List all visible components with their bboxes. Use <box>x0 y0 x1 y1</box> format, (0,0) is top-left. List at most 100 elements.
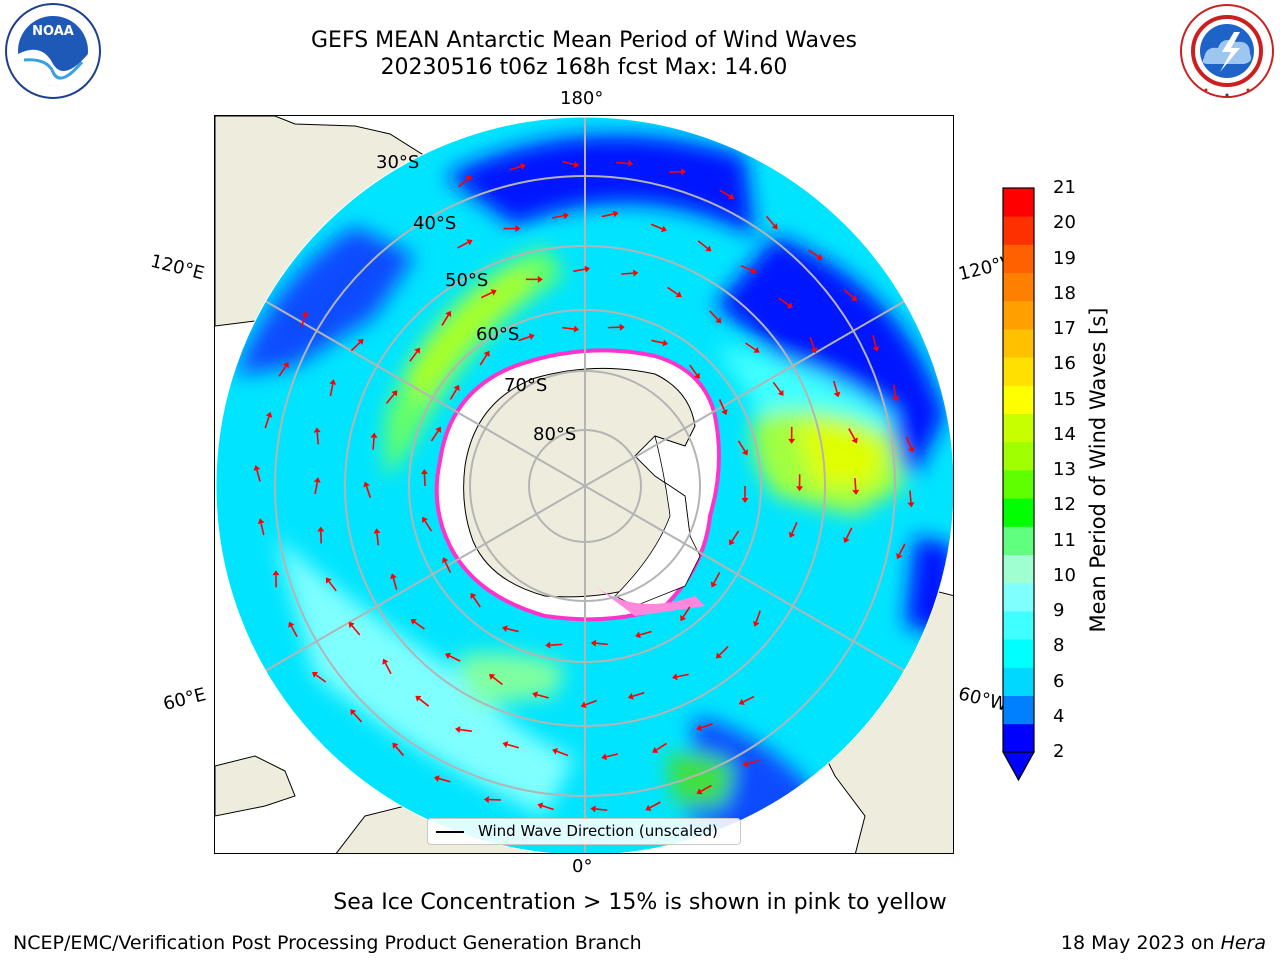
wind-arrow-shaft <box>449 655 461 662</box>
wind-arrow-shaft <box>479 354 488 366</box>
wind-arrow-head <box>627 692 634 700</box>
wind-arrow-shaft <box>562 160 575 166</box>
wind-arrow-head <box>348 621 355 628</box>
wind-arrow-head <box>466 239 473 246</box>
wind-arrow-head <box>257 518 265 525</box>
legend-label: Wind Wave Direction (unscaled) <box>478 822 718 840</box>
wind-arrow-head <box>816 253 823 260</box>
wind-arrow-head <box>771 223 778 230</box>
wind-arrow-head <box>612 210 619 218</box>
wind-arrow-shaft <box>385 393 395 404</box>
wind-arrow-head <box>681 168 687 176</box>
wind-arrow-shaft <box>562 326 575 330</box>
wind-arrow-shaft <box>718 399 726 411</box>
wind-arrow-head <box>537 802 544 810</box>
wind-arrow-head <box>391 390 398 397</box>
wind-arrow-head <box>313 427 321 433</box>
wind-arrow-head <box>590 639 597 647</box>
wind-arrow-head <box>728 539 735 546</box>
wind-arrow-shaft <box>328 580 337 592</box>
wind-arrow-shaft <box>872 335 877 348</box>
map-legend: Wind Wave Direction (unscaled) <box>427 818 741 845</box>
colorbar-tick: 20 <box>1053 212 1076 234</box>
wind-arrow-shaft <box>352 712 363 723</box>
wind-arrow-shaft <box>731 530 740 542</box>
wind-arrow-shaft <box>595 808 608 812</box>
colorbar-tick: 4 <box>1053 705 1065 727</box>
wind-arrow-head <box>445 310 452 317</box>
colorbar-tick: 2 <box>1053 741 1065 762</box>
wind-arrow-shaft <box>260 523 265 536</box>
chart-title: GEFS MEAN Antarctic Mean Period of Wind … <box>311 28 857 53</box>
colorbar-swatches <box>1001 188 1036 782</box>
wind-arrow-shaft <box>689 364 698 376</box>
colorbar-swatch <box>1003 582 1034 612</box>
wind-arrow-head <box>652 746 659 753</box>
wind-arrow-head <box>325 577 332 584</box>
colorbar-tick: 16 <box>1053 353 1076 375</box>
wind-arrow-shaft <box>898 543 906 556</box>
wind-arrow-head <box>317 526 325 532</box>
wind-arrow-shaft <box>372 437 375 450</box>
wind-arrow-head <box>470 592 477 599</box>
wind-arrow-head <box>312 672 319 678</box>
wind-arrow-shaft <box>667 286 679 295</box>
wind-arrow-shaft <box>459 728 472 732</box>
wind-arrow-head <box>532 691 538 699</box>
wind-arrow-shaft <box>551 214 565 219</box>
wind-arrow-head <box>563 212 569 220</box>
wind-arrow-shaft <box>639 630 652 636</box>
wave-period-field <box>216 117 953 853</box>
wind-arrow-head <box>851 295 858 301</box>
wind-arrow-head <box>741 449 748 456</box>
wind-arrow-shaft <box>423 473 426 487</box>
wind-arrow-head <box>410 619 417 625</box>
sea-ice-note: Sea Ice Concentration > 15% is shown in … <box>333 890 947 915</box>
wind-arrow-head <box>907 502 915 508</box>
wind-arrow-shaft <box>409 351 418 362</box>
lon-label-180: 180° <box>560 88 604 109</box>
wind-arrow-shaft <box>595 642 608 646</box>
lat-label-60s: 60°S <box>476 324 520 345</box>
wind-arrow-head <box>288 621 295 628</box>
wind-arrow-head <box>313 477 321 483</box>
wind-arrow-head <box>753 346 760 353</box>
colorbar <box>1000 185 1040 785</box>
lat-label-50s: 50°S <box>445 270 489 291</box>
wind-arrow-shaft <box>649 801 661 809</box>
colorbar-tick: 13 <box>1053 459 1076 480</box>
wind-arrow-head <box>796 486 804 492</box>
nws-logo <box>1176 2 1278 100</box>
wind-arrow-shaft <box>480 291 493 299</box>
wind-arrow-head <box>710 581 717 588</box>
wind-arrow-shaft <box>709 310 719 321</box>
wind-arrow-shaft <box>656 742 667 751</box>
wind-arrow-head <box>742 760 749 768</box>
wind-arrow-head <box>573 161 580 168</box>
colorbar-tick: 21 <box>1053 177 1076 198</box>
wind-arrow-shaft <box>438 777 451 783</box>
wind-arrow-head <box>752 620 760 627</box>
wind-arrow-shaft <box>737 440 746 452</box>
wind-arrow-head <box>363 481 370 488</box>
colorbar-tick: 18 <box>1053 282 1076 304</box>
colorbar-tick: 12 <box>1053 494 1076 516</box>
wind-arrow-shaft <box>492 676 503 686</box>
wind-arrow-shaft <box>414 621 425 630</box>
wind-arrow-head <box>382 658 389 665</box>
wind-arrow-head <box>680 615 687 622</box>
wind-arrow-shaft <box>430 430 439 442</box>
colorbar-tick: 11 <box>1053 529 1076 551</box>
wind-arrow-head <box>896 553 903 560</box>
wind-arrow-shaft <box>747 759 760 765</box>
wind-arrow-head <box>357 338 364 345</box>
wind-arrow-head <box>584 265 591 273</box>
wind-arrow-shaft <box>278 365 287 377</box>
colorbar-swatch <box>1003 611 1034 640</box>
colorbar-swatch <box>1003 413 1034 443</box>
colorbar-tick: 10 <box>1053 564 1076 586</box>
wind-arrow-shaft <box>350 341 361 352</box>
footer-branch: NCEP/EMC/Verification Post Processing Pr… <box>13 932 642 954</box>
lat-label-70s: 70°S <box>504 375 548 396</box>
wind-arrow-shaft <box>854 477 857 491</box>
